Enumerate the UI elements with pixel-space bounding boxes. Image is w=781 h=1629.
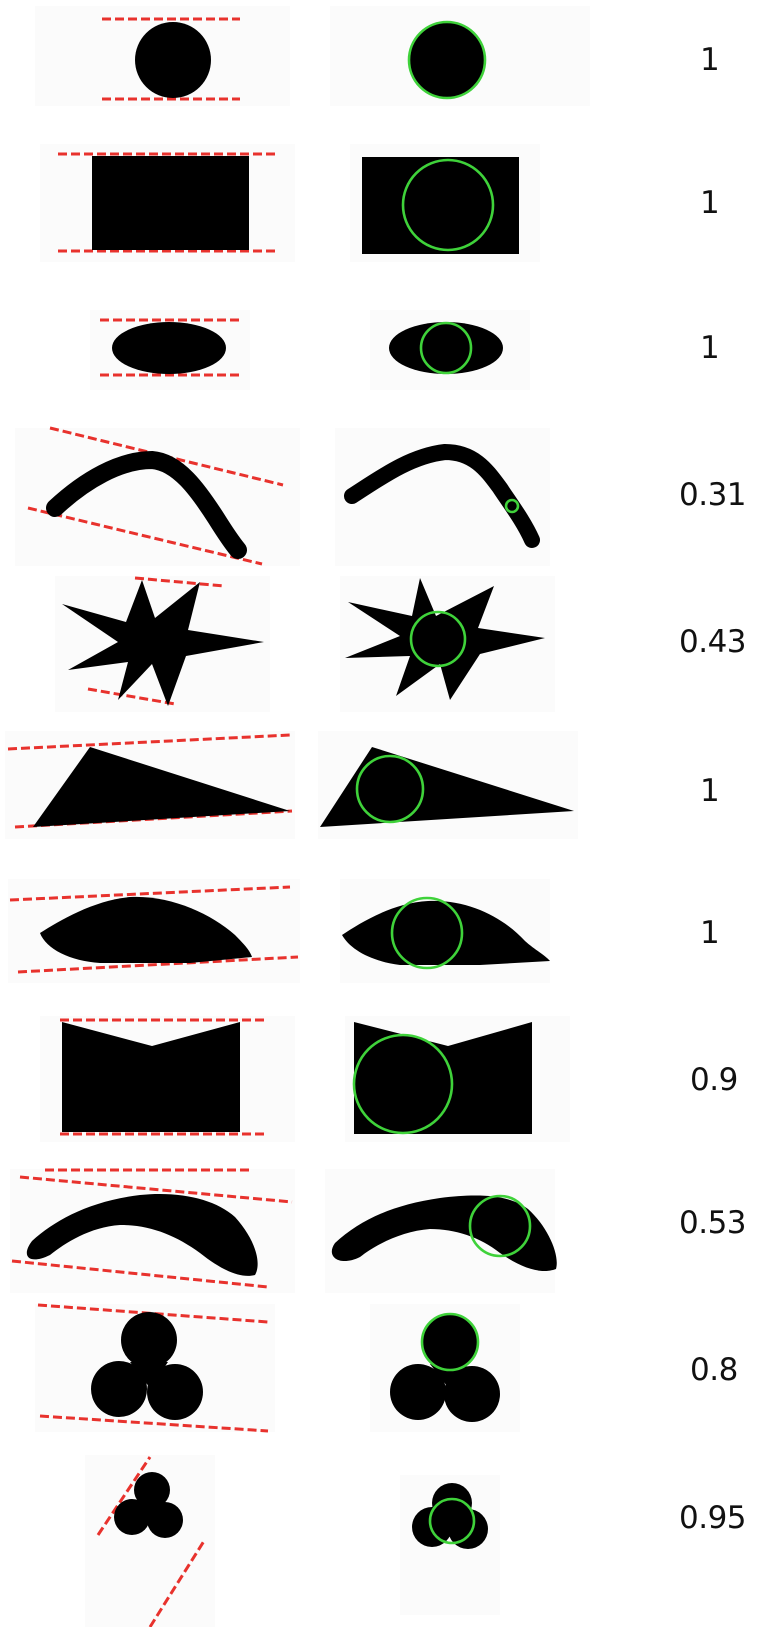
row-9: 0.53: [0, 1165, 781, 1295]
score-value: 1: [700, 42, 720, 78]
score-value: 1: [700, 185, 720, 221]
row-2: 1: [0, 140, 781, 270]
left-shape-banana: [10, 1168, 557, 1293]
score-value: 0.31: [679, 477, 747, 513]
row-4: 0.31: [0, 420, 781, 570]
row-5: 0.43: [0, 572, 781, 717]
score-value: 1: [700, 773, 720, 809]
score-value: 0.8: [690, 1352, 738, 1388]
row-7: 1: [0, 875, 781, 987]
score-value: 1: [700, 915, 720, 951]
left-shape-small-three-disks: [85, 1455, 500, 1627]
score-value: 0.9: [690, 1062, 738, 1098]
left-shape-star: [55, 576, 555, 712]
score-value: 0.43: [679, 624, 747, 660]
left-shape-notched-rectangle: [40, 1016, 570, 1142]
left-shape-triangle: [5, 731, 578, 839]
left-shape-rectangle: [40, 144, 540, 262]
left-shape-arc: [15, 426, 550, 566]
score-value: 1: [700, 330, 720, 366]
left-shape-three-disks: [35, 1303, 520, 1433]
score-value: 0.53: [679, 1205, 747, 1241]
left-shape-ellipse: [90, 310, 530, 390]
row-6: 1: [0, 727, 781, 842]
row-10: 0.8: [0, 1300, 781, 1435]
row-1: 1: [0, 0, 781, 120]
left-shape-circle: [35, 6, 590, 106]
row-8: 0.9: [0, 1012, 781, 1147]
row-3: 1: [0, 300, 781, 395]
row-11: 0.95: [0, 1455, 781, 1627]
left-shape-leaf: [8, 879, 550, 983]
score-value: 0.95: [679, 1500, 747, 1536]
